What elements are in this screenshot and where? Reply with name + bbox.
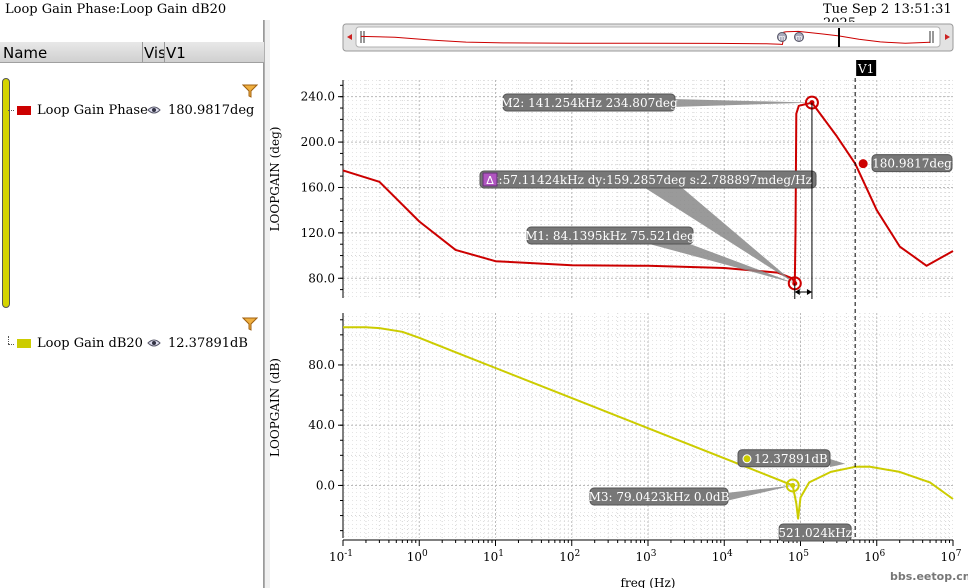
navigator-marker-icon: m bbox=[777, 32, 787, 42]
x-tick-label: 103 bbox=[635, 549, 656, 564]
delta-marker-label[interactable]: dx:57.11424kHz dy:159.2857deg s:2.788897… bbox=[479, 170, 817, 189]
window-title: Loop Gain Phase:Loop Gain dB20 bbox=[5, 2, 227, 17]
filter-icon[interactable] bbox=[242, 317, 258, 331]
marker-m2-label[interactable]: M2: 141.254kHz 234.807deg bbox=[500, 93, 678, 112]
tree-line bbox=[8, 344, 14, 345]
eye-icon[interactable] bbox=[147, 338, 161, 348]
y-axis-label: LOOPGAIN (dB) bbox=[268, 358, 282, 457]
eye-icon[interactable] bbox=[147, 105, 161, 115]
svg-text:M3: 79.0423kHz 0.0dB: M3: 79.0423kHz 0.0dB bbox=[589, 490, 730, 504]
x-tick-label: 10-1 bbox=[329, 549, 353, 564]
y-tick-label: 160.0 bbox=[301, 180, 335, 194]
arrow-left-icon bbox=[347, 34, 352, 40]
svg-text:180.9817deg: 180.9817deg bbox=[872, 157, 952, 171]
marker-m3-label[interactable]: M3: 79.0423kHz 0.0dB bbox=[589, 487, 730, 506]
svg-text:M1: 84.1395kHz 75.521deg: M1: 84.1395kHz 75.521deg bbox=[525, 229, 695, 243]
overview-navigator[interactable]: m m bbox=[342, 23, 954, 52]
x-tick-label: 104 bbox=[712, 549, 733, 564]
y-tick-label: 0.0 bbox=[316, 478, 335, 492]
v1-cursor-freq-label: 521.024kHz bbox=[778, 523, 852, 542]
trace-table-header: Name Vis V1 bbox=[0, 42, 264, 63]
y-axis-label: LOOPGAIN (deg) bbox=[268, 127, 282, 232]
svg-text:V1: V1 bbox=[857, 62, 874, 76]
x-tick-label: 105 bbox=[788, 549, 809, 564]
filter-icon[interactable] bbox=[242, 84, 258, 98]
v1-cursor-tab[interactable]: V1 bbox=[856, 60, 877, 76]
panel-splitter[interactable] bbox=[264, 20, 270, 588]
marker-m3-point bbox=[785, 478, 800, 493]
svg-text:M2: 141.254kHz 234.807deg: M2: 141.254kHz 234.807deg bbox=[500, 96, 678, 110]
x-tick-label: 106 bbox=[864, 549, 885, 564]
column-header-v1[interactable]: V1 bbox=[166, 44, 186, 62]
x-tick-label: 107 bbox=[940, 549, 961, 564]
watermark: bbs.eetop.cn bbox=[890, 570, 968, 583]
m1-callout bbox=[620, 236, 795, 284]
datetime: Tue Sep 2 13:51:31 bbox=[823, 2, 952, 17]
y-tick-label: 80.0 bbox=[308, 271, 335, 285]
v1-gain-label[interactable]: 12.37891dB bbox=[737, 449, 831, 468]
svg-text:m: m bbox=[796, 34, 803, 42]
x-tick-label: 100 bbox=[407, 549, 428, 564]
v1-gain-callout bbox=[830, 459, 846, 467]
v1-phase-point bbox=[858, 159, 868, 169]
trace-name-phase[interactable]: Loop Gain Phase bbox=[37, 103, 148, 118]
svg-text:m: m bbox=[779, 34, 786, 42]
trace-panel bbox=[0, 20, 264, 588]
svg-text:dx:57.11424kHz dy:159.2857deg: dx:57.11424kHz dy:159.2857deg s:2.788897… bbox=[484, 173, 812, 187]
arrow-right-icon bbox=[945, 34, 950, 40]
trace-swatch-phase bbox=[17, 106, 31, 115]
datetime-year: 2025 bbox=[823, 17, 863, 22]
tree-line bbox=[8, 336, 10, 344]
gain-trace bbox=[343, 326, 954, 520]
strip-group-handle[interactable] bbox=[2, 78, 10, 308]
svg-text:12.37891dB: 12.37891dB bbox=[754, 452, 828, 466]
y-tick-label: 200.0 bbox=[301, 135, 335, 149]
v1-phase-label[interactable]: 180.9817deg bbox=[871, 154, 953, 173]
x-tick-label: 102 bbox=[559, 549, 580, 564]
navigator-marker-icon: m bbox=[794, 32, 804, 42]
x-axis-label: freq (Hz) bbox=[621, 576, 676, 588]
m3-callout bbox=[726, 485, 793, 501]
delta-icon: Δ bbox=[486, 174, 494, 187]
y-tick-label: 120.0 bbox=[301, 226, 335, 240]
svg-text:521.024kHz: 521.024kHz bbox=[778, 526, 852, 540]
marker-m1-label[interactable]: M1: 84.1395kHz 75.521deg bbox=[525, 226, 695, 245]
y-tick-label: 80.0 bbox=[308, 358, 335, 372]
tree-line bbox=[8, 110, 14, 111]
x-tick-label: 101 bbox=[483, 549, 504, 564]
grip-handle-icon bbox=[360, 31, 934, 43]
m2-callout bbox=[672, 99, 812, 107]
delta-callout bbox=[642, 186, 795, 284]
y-tick-label: 240.0 bbox=[301, 90, 335, 104]
trace-name-gain[interactable]: Loop Gain dB20 bbox=[37, 336, 143, 351]
trace-swatch-gain bbox=[17, 339, 31, 348]
trace-value-gain: 12.37891dB bbox=[168, 336, 248, 351]
column-header-vis[interactable]: Vis bbox=[144, 44, 164, 62]
y-tick-label: 40.0 bbox=[308, 418, 335, 432]
trace-value-phase: 180.9817deg bbox=[168, 103, 255, 118]
column-header-name[interactable]: Name bbox=[3, 44, 48, 62]
